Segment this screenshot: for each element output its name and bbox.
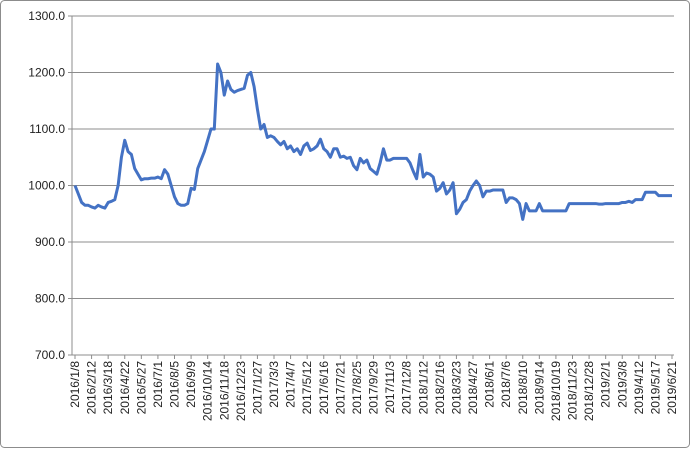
x-tick-label: 2016/3/18	[101, 361, 115, 415]
x-tick-label: 2019/6/21	[665, 361, 679, 415]
x-tick-label: 2018/7/6	[499, 361, 513, 408]
y-tick-label: 1100.0	[29, 122, 65, 136]
x-tick-label: 2018/10/19	[549, 361, 563, 421]
x-tick-label: 2017/11/3	[383, 361, 397, 414]
x-tick-label: 2016/9/9	[184, 361, 198, 408]
x-tick-label: 2017/9/29	[367, 361, 381, 415]
x-tick-label: 2016/11/18	[217, 361, 231, 420]
x-tick-label: 2018/2/16	[433, 361, 447, 415]
y-tick-label: 1300.0	[28, 9, 65, 23]
x-tick-label: 2016/10/14	[201, 361, 215, 421]
x-tick-label: 2016/4/22	[118, 361, 132, 415]
x-tick-label: 2016/2/12	[85, 361, 99, 415]
x-tick-label: 2018/8/10	[516, 361, 530, 415]
y-tick-label: 900.0	[35, 235, 65, 249]
x-tick-label: 2018/4/27	[466, 361, 480, 415]
x-tick-label: 2016/12/23	[234, 361, 248, 421]
x-tick-label: 2017/4/7	[284, 361, 298, 408]
x-tick-label: 2016/8/5	[168, 361, 182, 408]
x-tick-label: 2019/3/8	[615, 361, 629, 408]
y-tick-label: 800.0	[35, 292, 65, 306]
y-tick-label: 700.0	[35, 348, 65, 362]
y-tick-label: 1200.0	[28, 66, 65, 80]
y-tick-label: 1000.0	[28, 179, 65, 193]
x-tick-label: 2018/11/23	[566, 361, 580, 420]
x-tick-label: 2018/12/28	[582, 361, 596, 421]
x-tick-label: 2017/1/27	[250, 361, 264, 415]
x-tick-label: 2017/8/25	[350, 361, 364, 415]
x-tick-label: 2017/7/21	[333, 361, 347, 415]
x-tick-label: 2019/2/1	[599, 361, 613, 408]
x-tick-label: 2017/5/12	[300, 361, 314, 415]
x-tick-label: 2016/1/8	[68, 361, 82, 408]
x-tick-label: 2017/6/16	[317, 361, 331, 415]
x-tick-label: 2016/7/1	[151, 361, 165, 408]
x-tick-label: 2018/1/12	[416, 361, 430, 415]
x-tick-label: 2017/12/8	[400, 361, 414, 415]
x-tick-label: 2019/4/12	[632, 361, 646, 415]
x-tick-label: 2018/3/23	[449, 361, 463, 415]
x-tick-label: 2017/3/3	[267, 361, 281, 408]
x-tick-label: 2018/6/1	[483, 361, 497, 408]
x-tick-label: 2016/5/27	[134, 361, 148, 415]
data-line	[73, 62, 672, 221]
x-tick-label: 2019/5/17	[648, 361, 662, 415]
x-tick-label: 2018/9/14	[532, 361, 546, 415]
